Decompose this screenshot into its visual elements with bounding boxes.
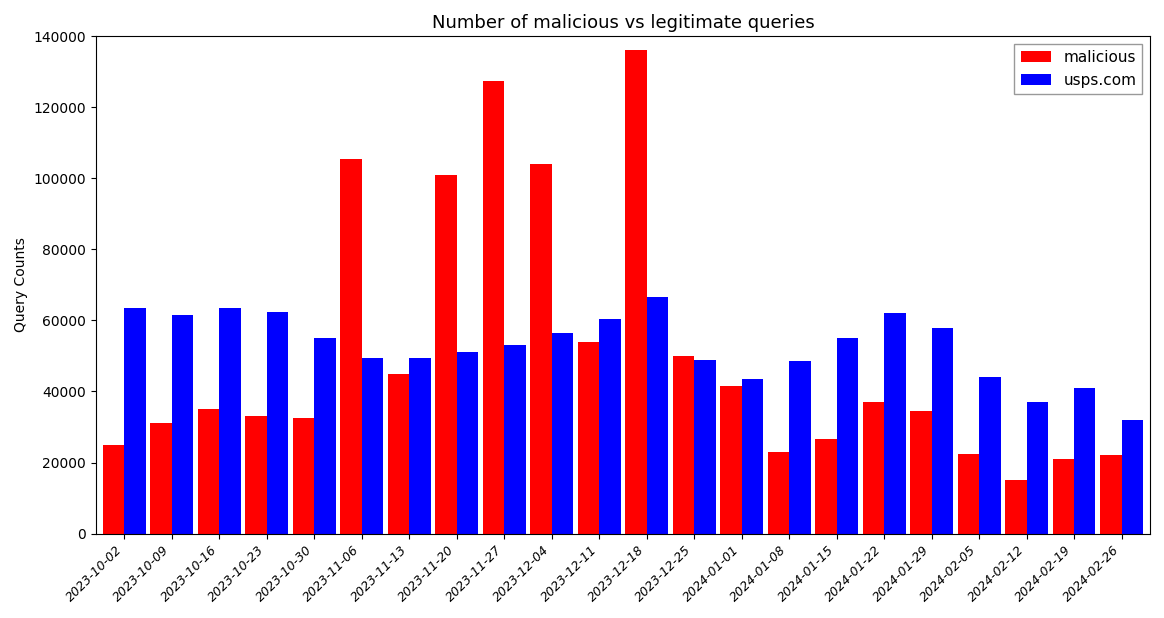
- Bar: [1052, 459, 1074, 533]
- Bar: [768, 452, 789, 533]
- Bar: [910, 411, 931, 533]
- Bar: [293, 418, 314, 533]
- Y-axis label: Query Counts: Query Counts: [14, 237, 28, 332]
- Bar: [219, 308, 241, 533]
- Bar: [673, 356, 694, 533]
- Bar: [1074, 388, 1095, 533]
- Bar: [150, 423, 172, 533]
- Bar: [362, 358, 383, 533]
- Bar: [198, 409, 219, 533]
- Bar: [789, 362, 810, 533]
- Bar: [815, 439, 837, 533]
- Bar: [625, 51, 647, 533]
- Bar: [125, 308, 146, 533]
- Bar: [647, 297, 668, 533]
- Bar: [1006, 480, 1027, 533]
- Bar: [435, 175, 456, 533]
- Title: Number of malicious vs legitimate queries: Number of malicious vs legitimate querie…: [432, 14, 815, 32]
- Bar: [599, 319, 620, 533]
- Bar: [1027, 402, 1048, 533]
- Bar: [979, 377, 1001, 533]
- Bar: [694, 360, 716, 533]
- Bar: [577, 342, 599, 533]
- Bar: [267, 311, 289, 533]
- Bar: [1122, 420, 1143, 533]
- Bar: [958, 454, 979, 533]
- Bar: [388, 374, 410, 533]
- Bar: [863, 402, 885, 533]
- Bar: [314, 338, 335, 533]
- Bar: [552, 333, 573, 533]
- Bar: [483, 80, 504, 533]
- Bar: [456, 352, 478, 533]
- Bar: [531, 164, 552, 533]
- Bar: [837, 338, 858, 533]
- Bar: [741, 379, 764, 533]
- Bar: [885, 313, 906, 533]
- Bar: [931, 328, 953, 533]
- Bar: [102, 445, 125, 533]
- Bar: [721, 386, 741, 533]
- Bar: [504, 345, 526, 533]
- Bar: [410, 358, 431, 533]
- Legend: malicious, usps.com: malicious, usps.com: [1015, 44, 1143, 94]
- Bar: [340, 159, 362, 533]
- Bar: [172, 315, 193, 533]
- Bar: [246, 417, 267, 533]
- Bar: [1100, 455, 1122, 533]
